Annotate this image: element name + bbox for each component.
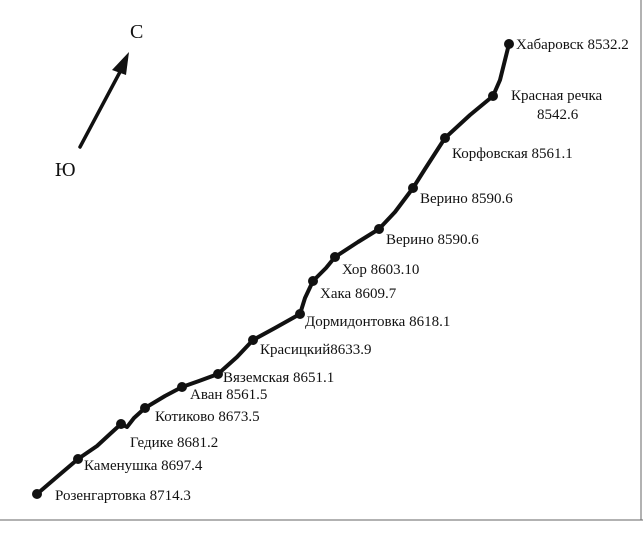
station-dot-dormidontovka [295,309,305,319]
station-label-verino-1: Верино 8590.6 [386,232,479,248]
station-label-kamenushka: Каменушка 8697.4 [84,458,203,474]
station-dot-verino-2 [408,183,418,193]
station-dot-khor [330,252,340,262]
station-label-avan: Аван 8561.5 [190,387,267,403]
north-label: С [130,21,143,43]
station-label-khaka: Хака 8609.7 [320,286,397,302]
station-label-gedike: Гедике 8681.2 [130,435,218,451]
station-dot-kamenushka [73,454,83,464]
station-label-dormidontovka: Дормидонтовка 8618.1 [305,314,450,330]
station-dot-gedike [116,419,126,429]
station-dot-krasnaya-rechka [488,91,498,101]
station-label-rozengartovka: Розенгартовка 8714.3 [55,488,191,504]
station-label-vyazemskaya: Вяземская 8651.1 [223,370,334,386]
station-labels: Розенгартовка 8714.3 Каменушка 8697.4 Ге… [55,37,629,504]
station-label-verino-2: Верино 8590.6 [420,191,513,207]
station-label-kotikovo: Котиково 8673.5 [155,409,260,425]
station-dot-korfovskaya [440,133,450,143]
station-dot-avan [177,382,187,392]
station-dot-khabarovsk [504,39,514,49]
north-arrow-shaft [78,68,123,149]
station-label-krasnaya-rechka: Красная речка [511,88,603,104]
station-label-khabarovsk: Хабаровск 8532.2 [516,37,629,53]
north-arrow-head [112,52,129,75]
compass: С Ю [55,21,143,181]
station-label-krasitsky: Красицкий8633.9 [260,342,371,358]
station-dot-rozengartovka [32,489,42,499]
south-label: Ю [55,159,76,181]
station-dot-kotikovo [140,403,150,413]
station-label-korfovskaya: Корфовская 8561.1 [452,146,573,162]
station-dot-vyazemskaya [213,369,223,379]
station-markers [32,39,514,499]
station-label-khor: Хор 8603.10 [342,262,419,278]
station-dot-verino-1 [374,224,384,234]
station-dot-krasitsky [248,335,258,345]
station-dot-khaka [308,276,318,286]
station-label-krasnaya-rechka-km: 8542.6 [537,107,579,123]
